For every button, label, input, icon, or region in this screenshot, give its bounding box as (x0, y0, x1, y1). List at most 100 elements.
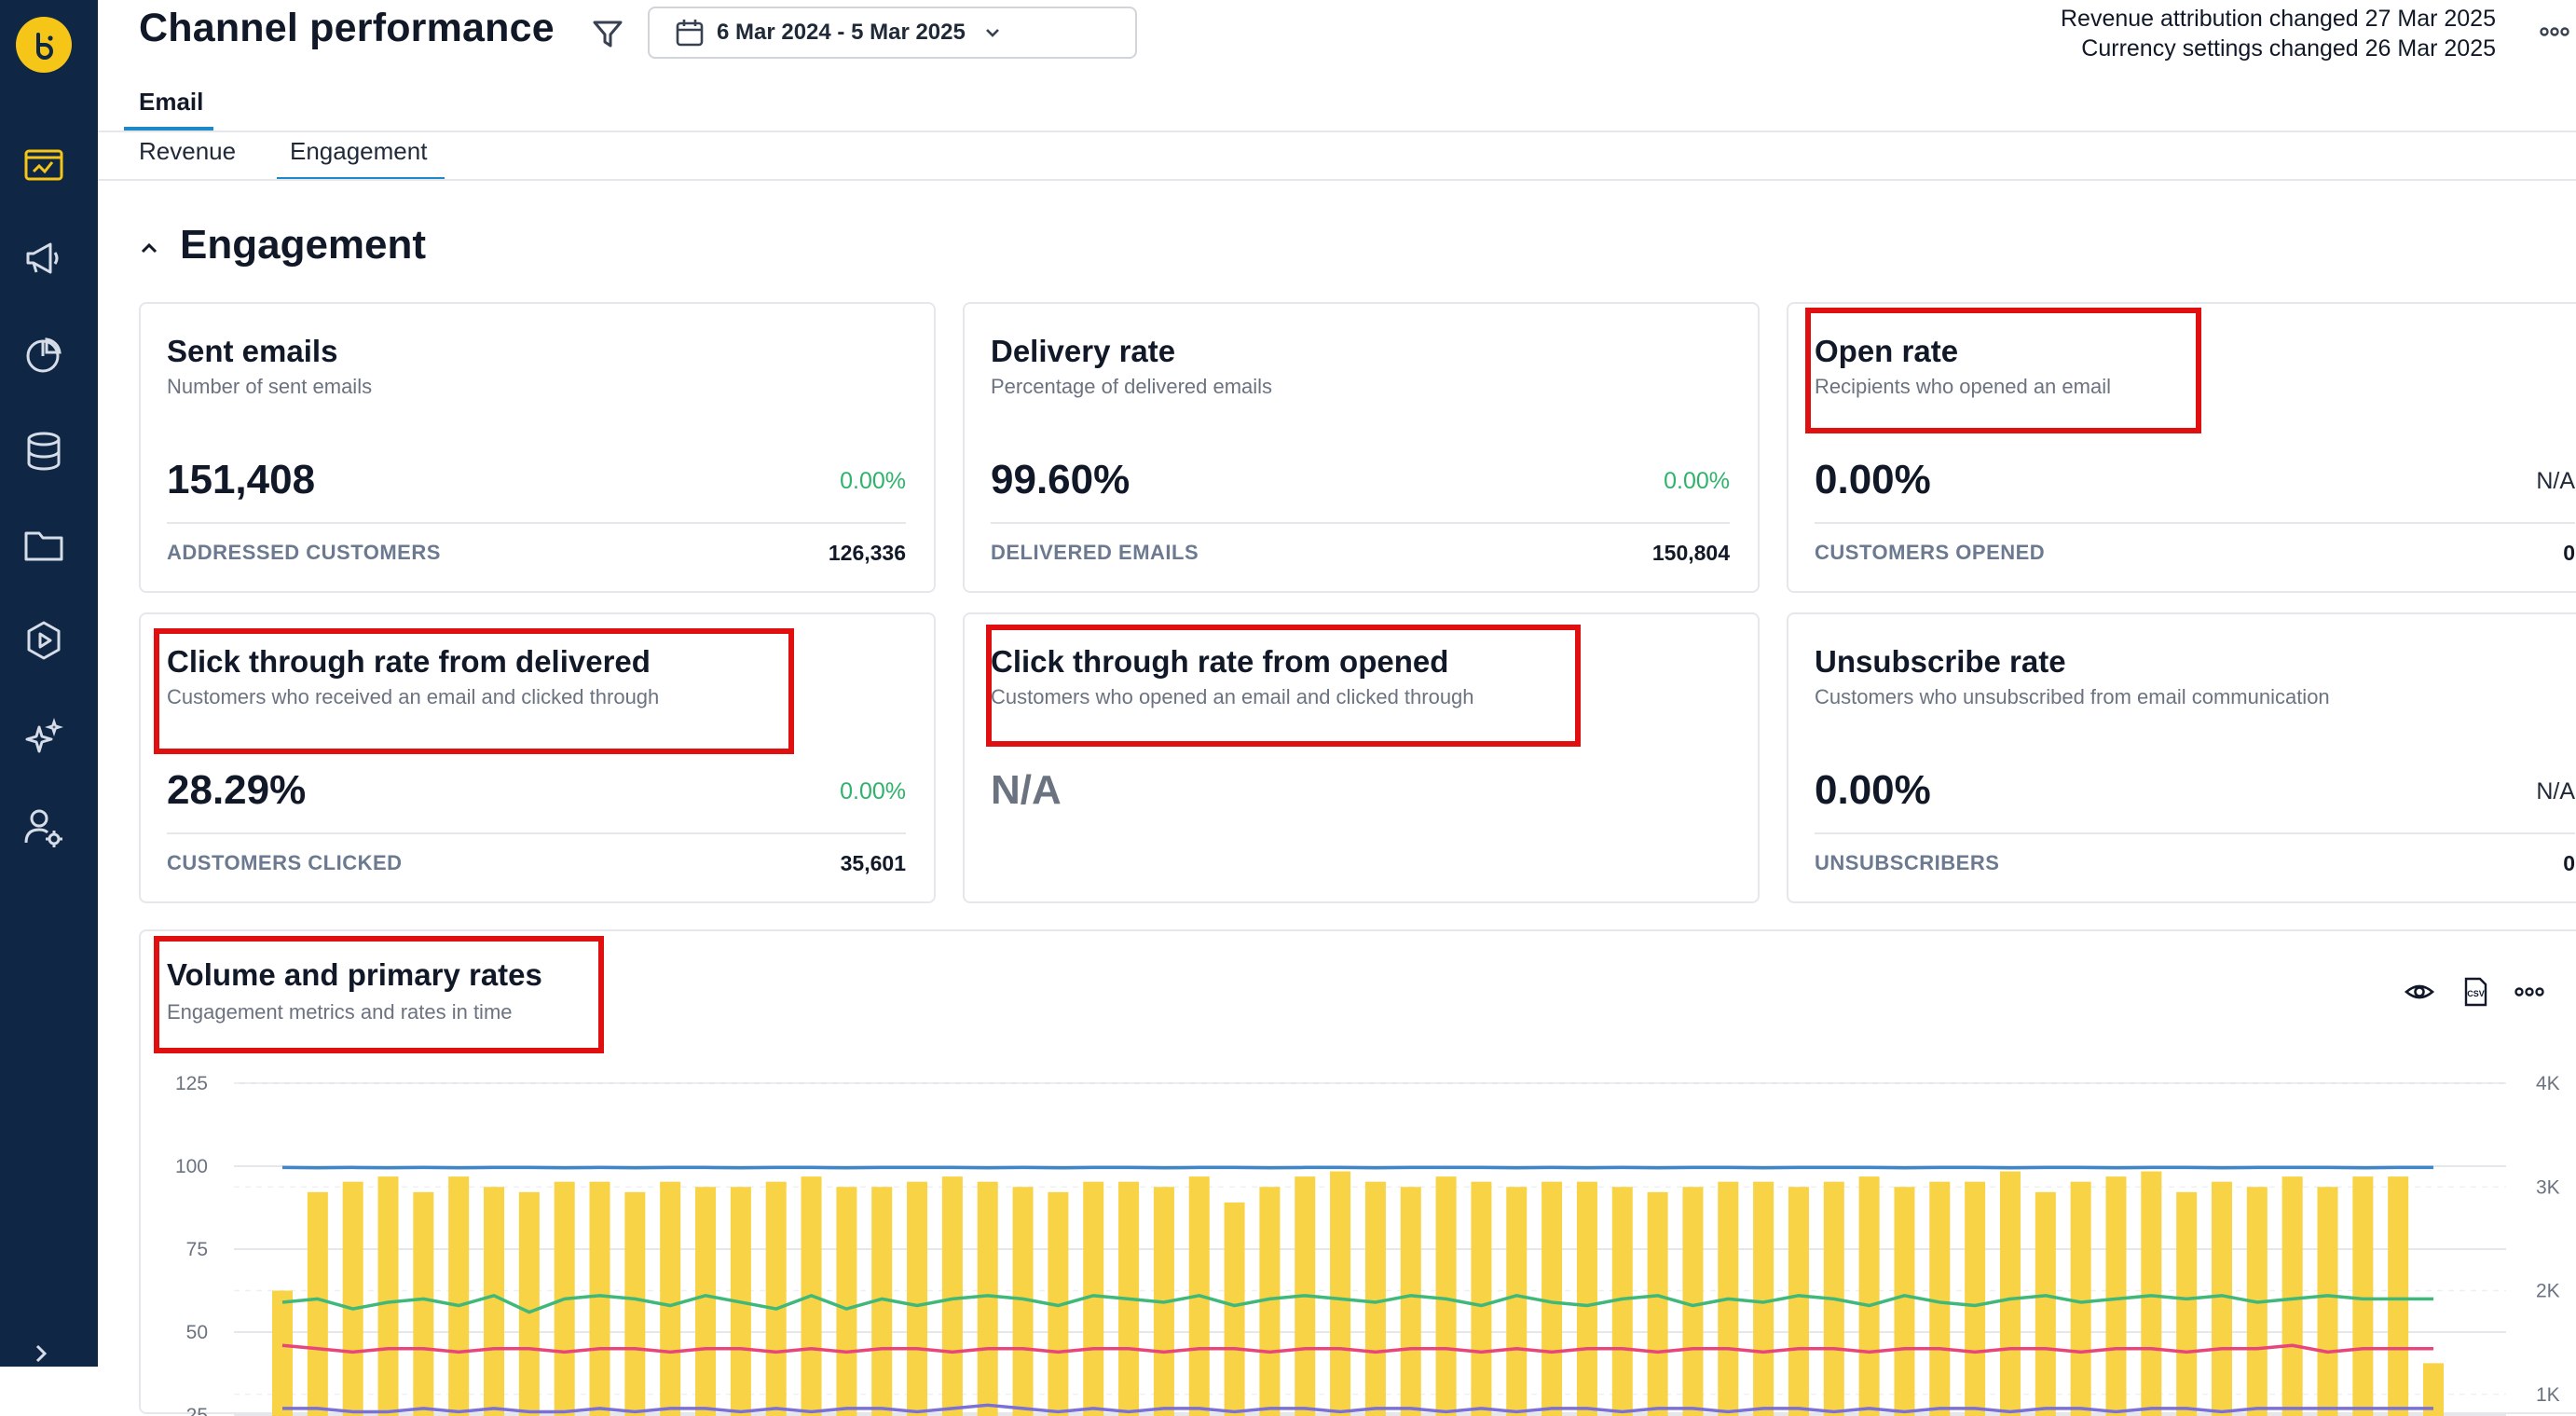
sidebar (0, 0, 98, 1367)
divider (167, 832, 906, 834)
card-foot-label: ADDRESSED CUSTOMERS (167, 541, 441, 565)
bar (2388, 1176, 2408, 1416)
tab-revenue[interactable]: Revenue (139, 137, 236, 166)
change-notes: Revenue attribution changed 27 Mar 2025 … (2061, 4, 2496, 63)
bar (519, 1192, 540, 1416)
card-value: 0.00% (1815, 767, 1931, 814)
date-range-label: 6 Mar 2024 - 5 Mar 2025 (717, 20, 966, 46)
card-title: Sent emails (167, 334, 337, 369)
card-foot-label: DELIVERED EMAILS (991, 541, 1199, 565)
bar (484, 1187, 504, 1416)
card-foot-value: 35,601 (841, 851, 906, 876)
change-note: Revenue attribution changed 27 Mar 2025 (2061, 4, 2496, 34)
bar (836, 1187, 856, 1416)
card-value: 99.60% (991, 457, 1130, 503)
right-tick-label: 4K (2536, 1073, 2560, 1094)
bar (1929, 1182, 1950, 1416)
divider (167, 522, 906, 524)
card-change: 0.00% (840, 468, 906, 495)
bar (1753, 1182, 1774, 1416)
left-tick-label: 50 (186, 1322, 208, 1343)
bar (343, 1182, 363, 1416)
card-change: 0.00% (840, 778, 906, 805)
bar (978, 1182, 998, 1416)
card-title: Open rate (1815, 334, 1958, 369)
bar (2176, 1192, 2197, 1416)
tab-engagement[interactable]: Engagement (290, 137, 427, 166)
dashboard-icon[interactable] (19, 140, 69, 190)
chevron-right-icon[interactable] (28, 1340, 56, 1367)
bar (2282, 1176, 2303, 1416)
bar (1965, 1182, 1985, 1416)
filter-icon[interactable] (589, 15, 626, 52)
folder-icon[interactable] (19, 520, 69, 571)
bar (448, 1176, 469, 1416)
bar (2000, 1172, 2021, 1416)
card-foot-label: CUSTOMERS OPENED (1815, 541, 2045, 565)
divider (98, 131, 2576, 132)
card-change: N/A (2536, 468, 2575, 495)
card-foot-value: 150,804 (1652, 541, 1730, 566)
bar (308, 1192, 328, 1416)
card-change: N/A (2536, 778, 2575, 805)
card-title: Unsubscribe rate (1815, 644, 2066, 680)
left-tick-label: 75 (186, 1239, 208, 1260)
bar (2105, 1176, 2126, 1416)
bar (1225, 1203, 1245, 1416)
bar (1330, 1172, 1350, 1416)
tab-email[interactable]: Email (139, 88, 203, 117)
section-title: Engagement (180, 222, 426, 268)
bar (2212, 1182, 2232, 1416)
bar (1401, 1187, 1421, 1416)
divider (98, 179, 2576, 181)
bar (695, 1187, 716, 1416)
date-range-picker[interactable]: 6 Mar 2024 - 5 Mar 2025 (648, 7, 1137, 59)
metric-card-delivery-rate: Delivery rate Percentage of delivered em… (963, 302, 1760, 593)
card-subtitle: Percentage of delivered emails (991, 375, 1272, 399)
divider (1815, 832, 2575, 834)
pie-chart-icon[interactable] (19, 330, 69, 380)
card-foot-value: 0 (2563, 851, 2575, 876)
card-subtitle: Number of sent emails (167, 375, 372, 399)
page-title: Channel performance (139, 6, 555, 51)
bar (1365, 1182, 1386, 1416)
bar (2071, 1182, 2091, 1416)
bar (1682, 1187, 1703, 1416)
metric-card-sent-emails: Sent emails Number of sent emails 151,40… (139, 302, 936, 593)
bar (590, 1182, 610, 1416)
bar (2035, 1192, 2056, 1416)
logo[interactable] (16, 17, 72, 73)
card-value: N/A (991, 767, 1062, 814)
bar (378, 1176, 399, 1416)
divider (1815, 522, 2575, 524)
card-value: 28.29% (167, 767, 306, 814)
right-tick-label: 2K (2536, 1281, 2560, 1302)
bar (942, 1176, 963, 1416)
bar (272, 1291, 293, 1416)
bar (1436, 1176, 1457, 1416)
database-icon[interactable] (19, 426, 69, 476)
metric-card-unsubscribe-rate: Unsubscribe rate Customers who unsubscri… (1787, 612, 2576, 903)
chevron-up-icon[interactable] (135, 237, 163, 259)
megaphone-icon[interactable] (19, 233, 69, 283)
bar (1541, 1182, 1562, 1416)
card-subtitle: Customers who opened an email and clicke… (991, 685, 1474, 709)
bar (907, 1182, 927, 1416)
chevron-down-icon (982, 22, 1003, 43)
calendar-icon (674, 17, 706, 48)
change-note: Currency settings changed 26 Mar 2025 (2061, 34, 2496, 63)
left-tick-label: 100 (175, 1156, 208, 1177)
more-options-icon[interactable] (2539, 24, 2570, 39)
card-title: Click through rate from opened (991, 644, 1448, 680)
bar (1506, 1187, 1527, 1416)
card-foot-label: CUSTOMERS CLICKED (167, 851, 403, 875)
sparkle-icon[interactable] (19, 712, 69, 763)
bar (624, 1192, 645, 1416)
card-title: Click through rate from delivered (167, 644, 651, 680)
left-tick-label: 25 (186, 1405, 208, 1416)
card-value: 151,408 (167, 457, 315, 503)
play-icon[interactable] (19, 615, 69, 666)
chart-card-volume-rates: Volume and primary rates Engagement metr… (139, 929, 2576, 1414)
user-settings-icon[interactable] (19, 802, 69, 852)
logo-icon (28, 29, 60, 61)
